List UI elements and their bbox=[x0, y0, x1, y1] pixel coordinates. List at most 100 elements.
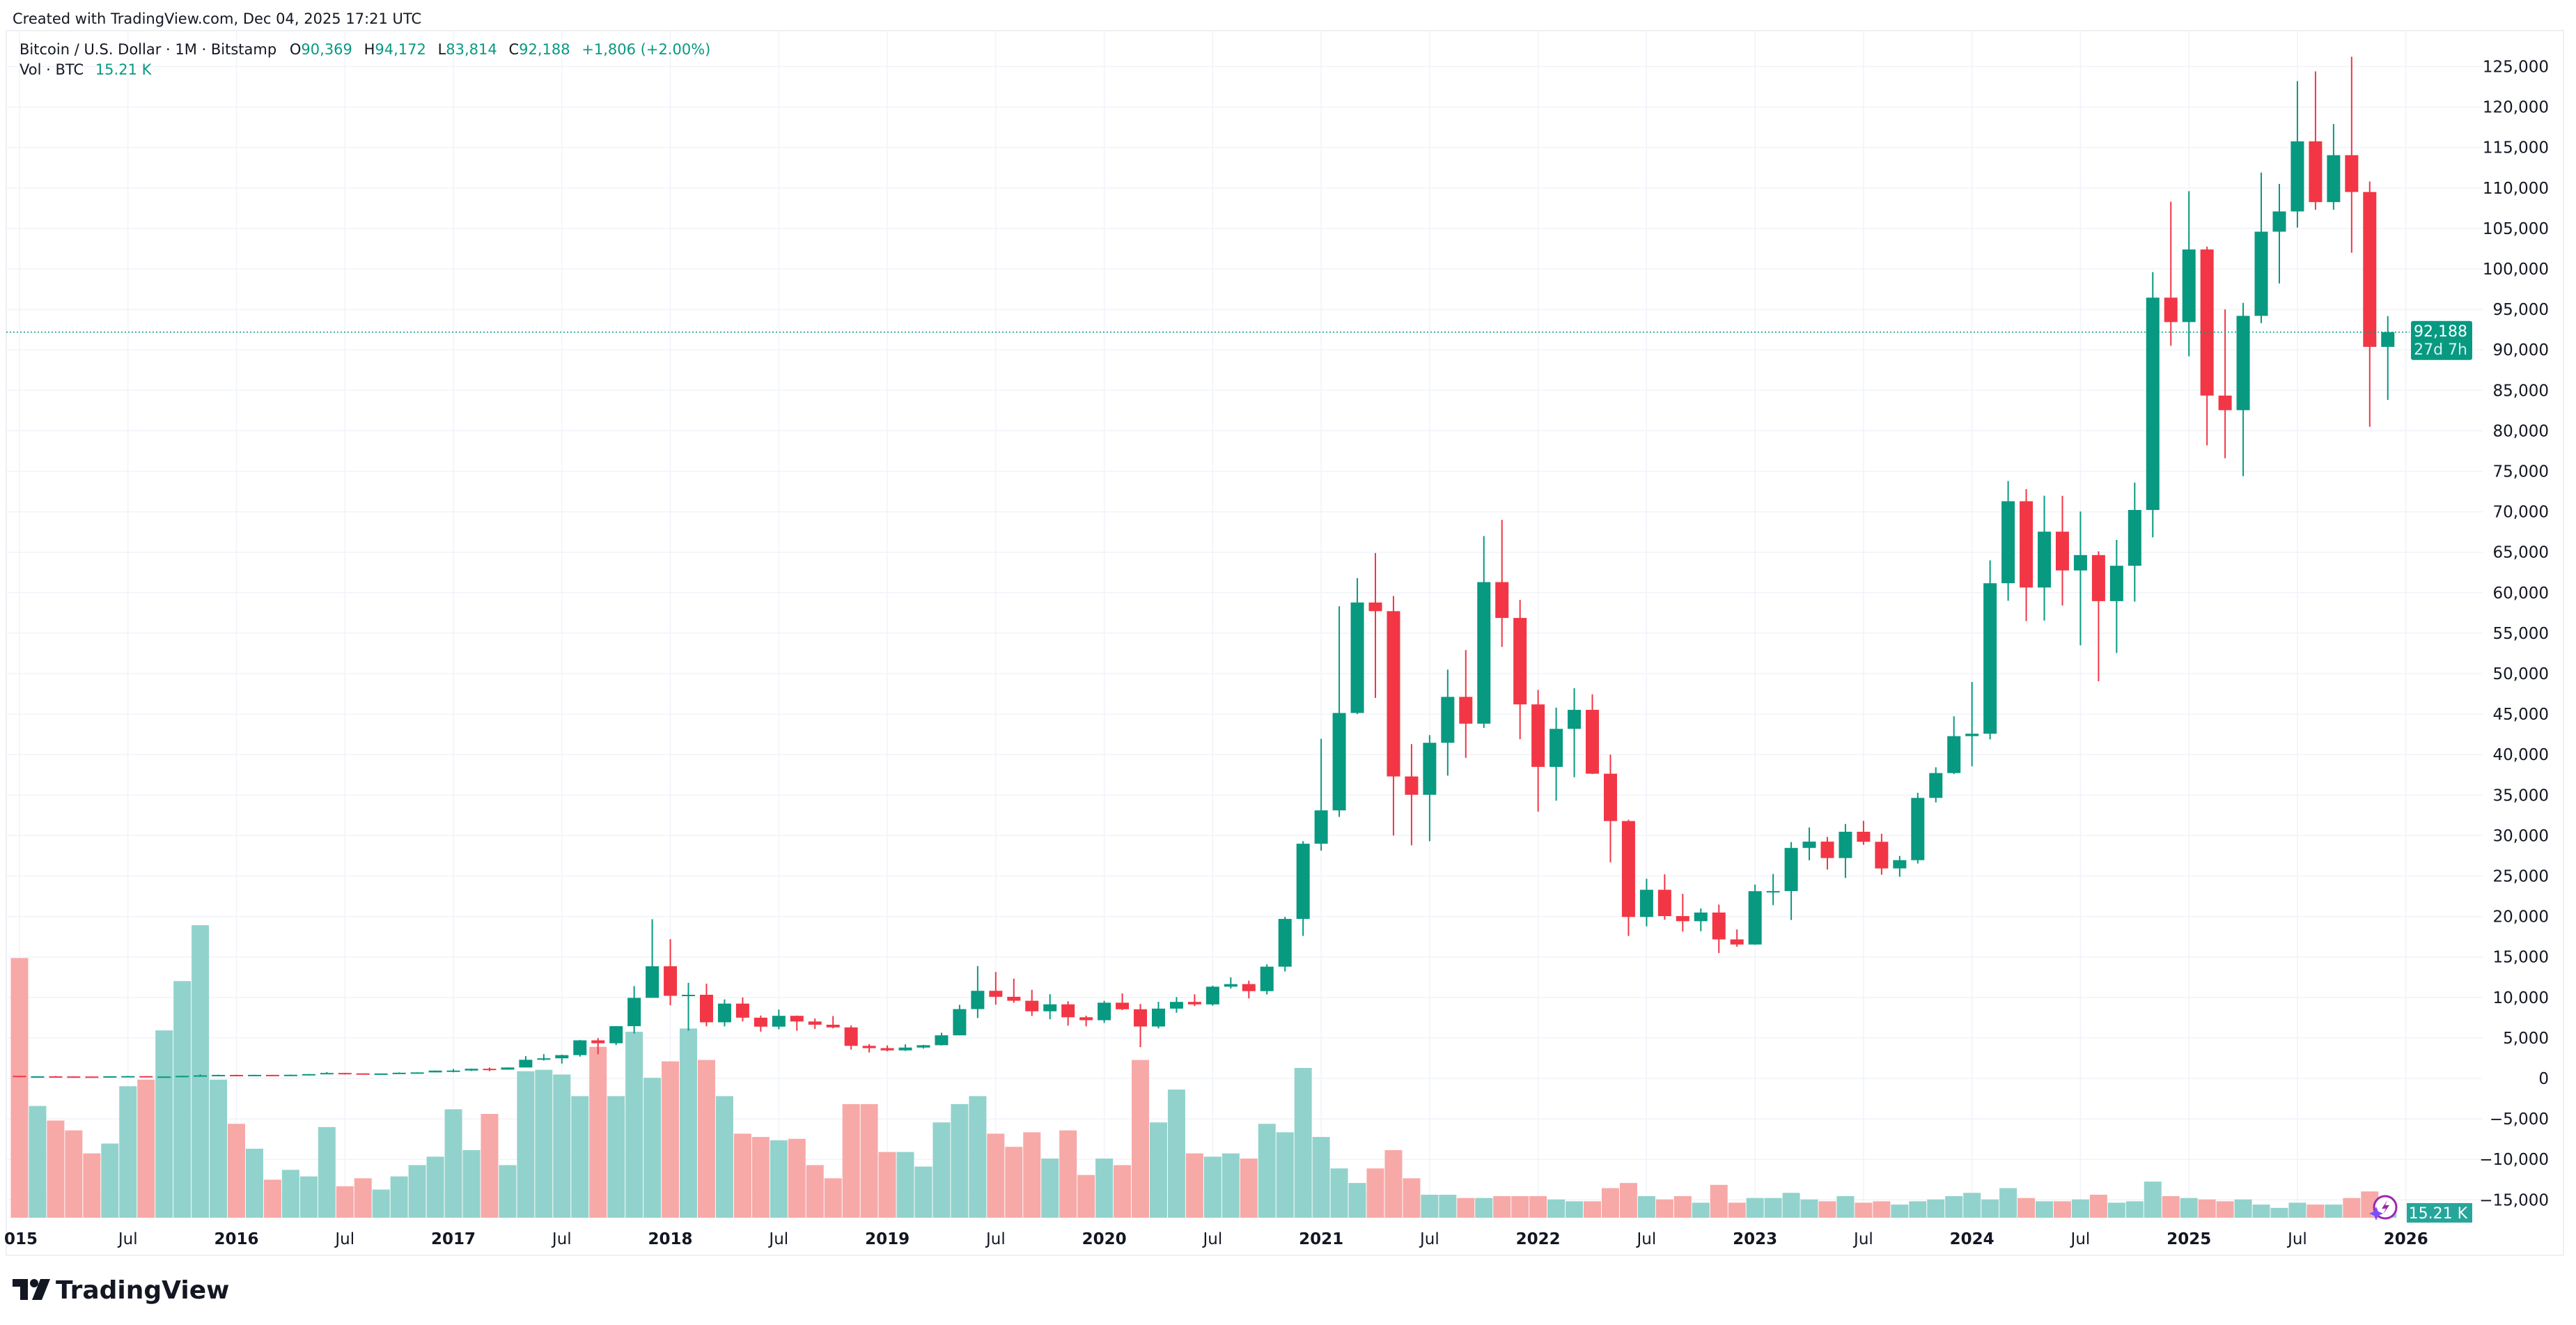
candle-body bbox=[1676, 916, 1689, 922]
volume-bar bbox=[2325, 1204, 2343, 1218]
volume-bar bbox=[1584, 1201, 1602, 1218]
volume-bar bbox=[1276, 1132, 1294, 1218]
candle-body bbox=[1169, 1002, 1183, 1009]
volume-bar bbox=[1203, 1156, 1221, 1218]
volume-bar bbox=[2252, 1204, 2270, 1218]
open-label: O bbox=[290, 41, 302, 58]
volume-bar bbox=[481, 1114, 499, 1218]
candle bbox=[717, 999, 731, 1027]
candle-body bbox=[465, 1069, 478, 1071]
candle bbox=[2345, 56, 2359, 253]
candle bbox=[1025, 989, 1039, 1016]
x-tick-label: 2017 bbox=[431, 1230, 476, 1248]
y-tick-label: 55,000 bbox=[2493, 625, 2549, 643]
candle bbox=[754, 1015, 767, 1032]
volume-bar bbox=[1909, 1201, 1927, 1218]
candle bbox=[1061, 1001, 1075, 1026]
time-axis[interactable]: 015 Jul 2016 Jul 2017 Jul 2018 Jul 2019 Jul 2020 Ju… bbox=[4, 1230, 2428, 1248]
volume-bar bbox=[1493, 1195, 1511, 1218]
low-label: L bbox=[438, 41, 446, 58]
y-tick-label: 105,000 bbox=[2483, 220, 2549, 238]
symbol-title[interactable]: Bitcoin / U.S. Dollar · 1M · Bitstamp bbox=[19, 41, 276, 58]
candle bbox=[1549, 707, 1563, 801]
volume-bar bbox=[571, 1096, 589, 1218]
candle-body bbox=[935, 1035, 949, 1046]
volume-bar bbox=[2306, 1204, 2325, 1218]
candle-body bbox=[1839, 831, 1852, 858]
candle-body bbox=[265, 1074, 279, 1076]
volume-bar bbox=[1366, 1168, 1384, 1218]
candle-body bbox=[2327, 155, 2341, 203]
candle-body bbox=[2128, 510, 2141, 566]
candle-body bbox=[1929, 773, 1943, 798]
candle bbox=[374, 1073, 388, 1075]
candle bbox=[1151, 1002, 1165, 1029]
volume-bar bbox=[2125, 1201, 2144, 1218]
candle-body bbox=[754, 1017, 767, 1027]
price-axis[interactable]: 125,000 120,000 115,000 110,000 105,000 100,0… bbox=[2479, 59, 2549, 1210]
close-value: 92,188 bbox=[519, 41, 570, 58]
candle-body bbox=[1495, 582, 1509, 619]
candle bbox=[465, 1068, 478, 1071]
volume-bar bbox=[2270, 1207, 2288, 1218]
candle bbox=[2254, 172, 2268, 323]
candle bbox=[13, 1076, 26, 1078]
volume-bar bbox=[426, 1156, 444, 1218]
candle bbox=[1368, 552, 1382, 698]
candle bbox=[2109, 540, 2123, 653]
candle-body bbox=[103, 1076, 117, 1078]
candle-body bbox=[609, 1026, 623, 1044]
candle bbox=[971, 966, 985, 1018]
volume-bar bbox=[842, 1103, 860, 1218]
ohlc-legend: Bitcoin / U.S. Dollar · 1M · Bitstamp O 9… bbox=[19, 41, 710, 58]
volume-bar bbox=[2089, 1194, 2107, 1218]
volume-bar bbox=[951, 1103, 969, 1218]
y-tick-label: −10,000 bbox=[2479, 1151, 2549, 1169]
x-tick-label: Jul bbox=[767, 1230, 788, 1248]
volume-bar bbox=[65, 1130, 83, 1218]
candle-body bbox=[1116, 1002, 1130, 1009]
candle-body bbox=[1459, 697, 1473, 724]
candle bbox=[1187, 994, 1201, 1007]
watermark-text: Created with TradingView.com, Dec 04, 20… bbox=[13, 10, 421, 27]
candle-body bbox=[374, 1073, 388, 1075]
y-tick-label: 60,000 bbox=[2493, 584, 2549, 603]
candle bbox=[1513, 600, 1527, 740]
y-tick-label: −15,000 bbox=[2479, 1191, 2549, 1209]
x-tick-label: Jul bbox=[551, 1230, 572, 1248]
candle bbox=[1748, 884, 1762, 945]
candle-body bbox=[1657, 890, 1671, 917]
logo-text: TradingView bbox=[56, 1276, 229, 1305]
y-tick-label: 110,000 bbox=[2483, 180, 2549, 198]
candle bbox=[1205, 985, 1219, 1006]
volume-bar bbox=[553, 1074, 571, 1218]
volume-bar bbox=[245, 1148, 263, 1218]
candle-body bbox=[247, 1074, 261, 1076]
x-tick-label: Jul bbox=[117, 1230, 138, 1248]
candle-body bbox=[2236, 316, 2250, 410]
candle-body bbox=[1513, 618, 1527, 705]
volume-bar bbox=[1855, 1202, 1873, 1218]
volume-bar bbox=[1547, 1199, 1566, 1218]
candle-body bbox=[31, 1076, 45, 1078]
volume-bar bbox=[2180, 1198, 2198, 1218]
lightning-assistant-icon[interactable] bbox=[2369, 1195, 2398, 1221]
volume-bar bbox=[263, 1179, 281, 1218]
candle-body bbox=[1875, 842, 1889, 869]
candle bbox=[230, 1074, 244, 1077]
candle bbox=[555, 1054, 569, 1064]
candle-body bbox=[1983, 583, 1997, 734]
candle bbox=[2272, 183, 2286, 284]
candle bbox=[1278, 917, 1292, 972]
tradingview-logo[interactable]: TradingView bbox=[13, 1276, 229, 1305]
candle bbox=[121, 1076, 135, 1078]
candle-body bbox=[1134, 1009, 1148, 1027]
candle-series bbox=[13, 56, 2395, 1078]
candle bbox=[1568, 688, 1582, 777]
candle-body bbox=[2290, 141, 2304, 212]
candle bbox=[49, 1076, 63, 1078]
candle-body bbox=[1568, 709, 1582, 729]
x-tick-label: 2021 bbox=[1299, 1230, 1343, 1248]
volume-bar bbox=[408, 1165, 426, 1218]
